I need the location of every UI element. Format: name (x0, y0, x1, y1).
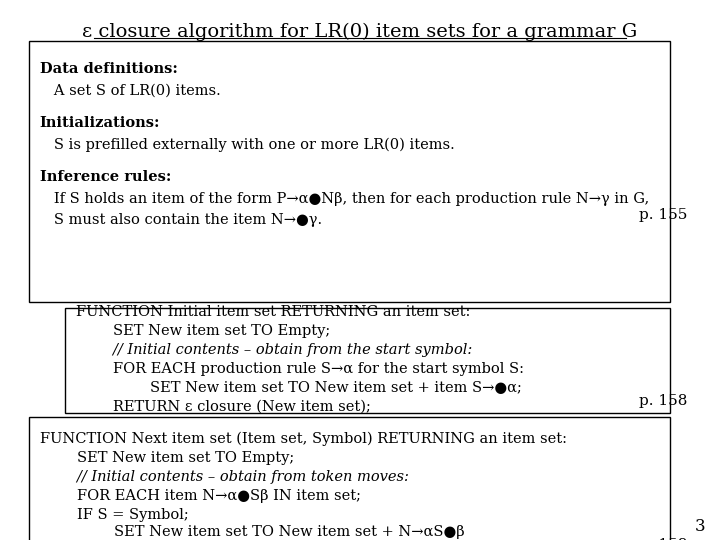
Text: S must also contain the item N→●γ.: S must also contain the item N→●γ. (40, 213, 322, 227)
Text: // Initial contents – obtain from token moves:: // Initial contents – obtain from token … (40, 470, 408, 484)
Text: If S holds an item of the form P→α●Nβ, then for each production rule N→γ in G,: If S holds an item of the form P→α●Nβ, t… (40, 192, 649, 206)
Text: S is prefilled externally with one or more LR(0) items.: S is prefilled externally with one or mo… (40, 138, 454, 152)
FancyBboxPatch shape (29, 40, 670, 302)
Text: Inference rules:: Inference rules: (40, 170, 171, 184)
Text: SET New item set TO Empty;: SET New item set TO Empty; (40, 451, 294, 465)
Text: p. 158: p. 158 (639, 538, 688, 540)
Text: RETURN ε closure (New item set);: RETURN ε closure (New item set); (76, 400, 371, 414)
Text: p. 155: p. 155 (639, 208, 688, 222)
Text: SET New item set TO New item set + item S→●α;: SET New item set TO New item set + item … (76, 381, 521, 395)
Text: IF S = Symbol;: IF S = Symbol; (40, 508, 189, 522)
Text: SET New item set TO New item set + N→αS●β: SET New item set TO New item set + N→αS●… (40, 525, 464, 539)
Text: FUNCTION Initial item set RETURNING an item set:: FUNCTION Initial item set RETURNING an i… (76, 305, 470, 319)
FancyBboxPatch shape (29, 417, 670, 540)
FancyBboxPatch shape (65, 308, 670, 413)
Text: ε closure algorithm for LR(0) item sets for a grammar G: ε closure algorithm for LR(0) item sets … (82, 23, 638, 41)
Text: SET New item set TO Empty;: SET New item set TO Empty; (76, 324, 330, 338)
Text: A set S of LR(0) items.: A set S of LR(0) items. (40, 84, 220, 98)
Text: 3: 3 (695, 518, 706, 535)
Text: p. 158: p. 158 (639, 394, 688, 408)
Text: Data definitions:: Data definitions: (40, 62, 177, 76)
Text: Initializations:: Initializations: (40, 116, 160, 130)
Text: // Initial contents – obtain from the start symbol:: // Initial contents – obtain from the st… (76, 343, 472, 357)
Text: FOR EACH production rule S→α for the start symbol S:: FOR EACH production rule S→α for the sta… (76, 362, 523, 376)
Text: FOR EACH item N→α●Sβ IN item set;: FOR EACH item N→α●Sβ IN item set; (40, 489, 361, 503)
Text: FUNCTION Next item set (Item set, Symbol) RETURNING an item set:: FUNCTION Next item set (Item set, Symbol… (40, 432, 567, 447)
